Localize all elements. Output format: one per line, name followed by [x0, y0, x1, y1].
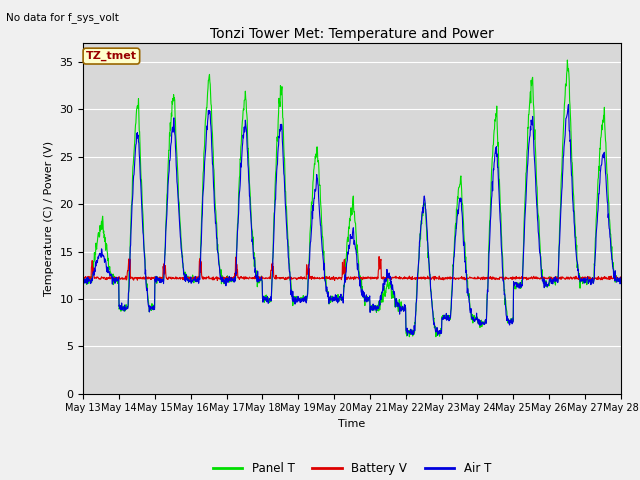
Line: Panel T: Panel T [83, 60, 621, 337]
Panel T [186, 278, 193, 284]
Air T [186, 278, 193, 284]
X-axis label: Time: Time [339, 419, 365, 429]
Battery V [375, 254, 383, 260]
Air T [436, 330, 444, 336]
Battery V [199, 274, 207, 280]
Battery V [554, 275, 561, 281]
Panel T [436, 333, 444, 339]
Line: Battery V: Battery V [83, 257, 621, 280]
Air T [79, 278, 87, 284]
Air T [554, 277, 561, 283]
Panel T [564, 57, 572, 63]
Battery V [214, 277, 221, 283]
Battery V [436, 275, 444, 281]
Air T [617, 275, 625, 281]
Panel T [79, 274, 87, 280]
Air T [259, 300, 267, 305]
Battery V [79, 275, 87, 281]
Text: No data for f_sys_volt: No data for f_sys_volt [6, 12, 119, 23]
Air T [404, 332, 412, 338]
Battery V [259, 276, 267, 281]
Title: Tonzi Tower Met: Temperature and Power: Tonzi Tower Met: Temperature and Power [210, 27, 494, 41]
Y-axis label: Temperature (C) / Power (V): Temperature (C) / Power (V) [44, 141, 54, 296]
Battery V [506, 276, 514, 281]
Legend: Panel T, Battery V, Air T: Panel T, Battery V, Air T [208, 457, 496, 480]
Air T [564, 102, 572, 108]
Panel T [199, 184, 207, 190]
Line: Air T: Air T [83, 105, 621, 335]
Panel T [506, 320, 514, 325]
Text: TZ_tmet: TZ_tmet [86, 51, 137, 61]
Panel T [259, 297, 267, 302]
Panel T [406, 334, 413, 340]
Panel T [554, 274, 561, 280]
Air T [506, 322, 514, 327]
Air T [199, 194, 207, 200]
Battery V [617, 276, 625, 281]
Panel T [617, 278, 625, 284]
Battery V [186, 274, 193, 280]
